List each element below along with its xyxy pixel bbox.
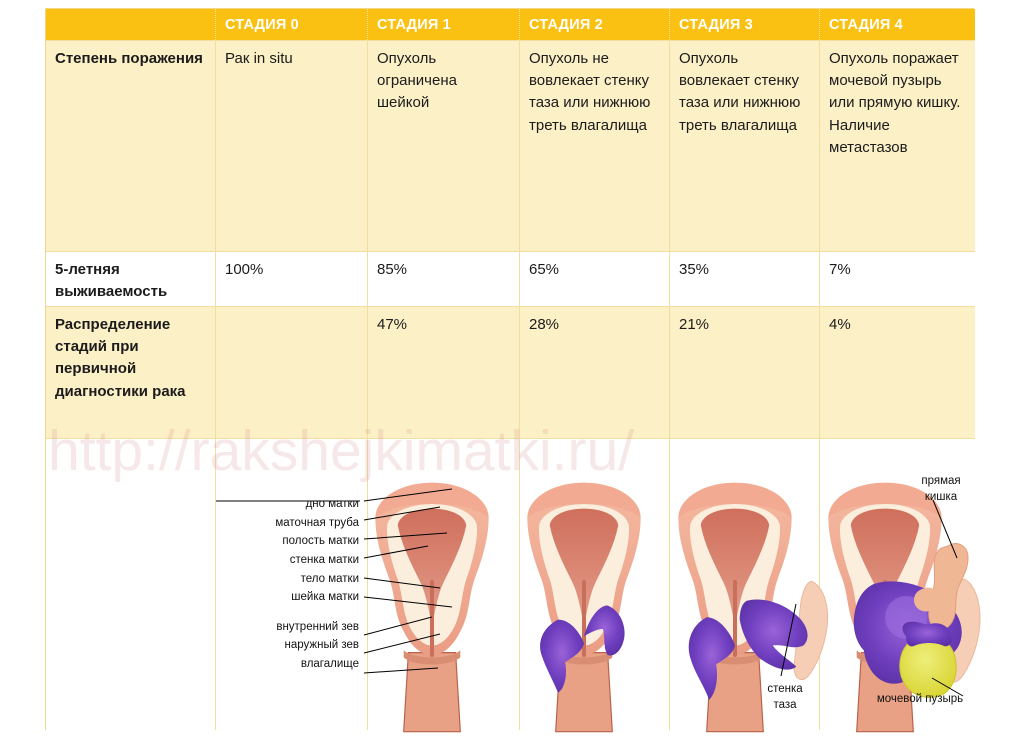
header-cell-blank — [46, 9, 216, 40]
table-row-stage-distribution: Распределение стадий при первичной диагн… — [46, 306, 975, 438]
label-fallopian-tube: маточная труба — [275, 516, 359, 529]
stages-table: СТАДИЯ 0 СТАДИЯ 1 СТАДИЯ 2 СТАДИЯ 3 СТАД… — [45, 8, 975, 730]
cell-distribution-stage-1: 47% — [368, 307, 520, 438]
label-cervix: шейка матки — [291, 591, 359, 604]
cell-extent-stage-1: Опухоль ограничена шейкой — [368, 41, 520, 251]
label-uterine-wall: стенка матки — [289, 553, 359, 566]
cell-extent-stage-0: Рак in situ — [216, 41, 368, 251]
row-label-survival: 5-летняя выживаемость — [46, 252, 216, 306]
cell-distribution-stage-2: 28% — [520, 307, 670, 438]
cell-distribution-stage-0 — [216, 307, 368, 438]
row-label-extent: Степень поражения — [46, 41, 216, 251]
header-cell-stage-1: СТАДИЯ 1 — [368, 9, 520, 40]
header-cell-stage-4: СТАДИЯ 4 — [829, 16, 903, 33]
illustration-cell-blank — [46, 439, 216, 730]
cell-survival-stage-1: 85% — [368, 252, 520, 306]
table-row-illustrations: дно матки маточная труба полость матки с… — [46, 438, 975, 730]
cell-survival-stage-3: 35% — [670, 252, 820, 306]
cell-survival-stage-2: 65% — [520, 252, 670, 306]
table-header-row: СТАДИЯ 0 СТАДИЯ 1 СТАДИЯ 2 СТАДИЯ 3 СТАД… — [46, 9, 975, 40]
row-label-distribution: Распределение стадий при первичной диагн… — [46, 307, 216, 438]
label-uterine-body: тело матки — [300, 572, 359, 585]
label-internal-os: внутренний зев — [276, 620, 359, 633]
cell-distribution-stage-4: 4% — [820, 307, 972, 438]
label-bladder: мочевой пузырь — [876, 693, 964, 705]
label-uterine-cavity: полость матки — [282, 535, 359, 548]
illustration-cell-stage-2 — [520, 439, 670, 730]
label-external-os: наружный зев — [284, 639, 359, 652]
table-row-five-year-survival: 5-летняя выживаемость 100% 85% 65% 35% 7… — [46, 251, 975, 306]
anatomy-label-list: дно матки маточная труба полость матки с… — [219, 495, 359, 674]
header-cell-stage-0: СТАДИЯ 0 — [216, 9, 368, 40]
label-rectum: прямая кишка — [921, 475, 961, 503]
cell-survival-stage-4: 7% — [820, 252, 972, 306]
illustration-cell-stage-0: дно матки маточная труба полость матки с… — [216, 439, 368, 730]
cell-distribution-stage-3: 21% — [670, 307, 820, 438]
cell-survival-stage-0: 100% — [216, 252, 368, 306]
header-cell-stage-3: СТАДИЯ 3 — [670, 9, 820, 40]
table-row-extent-of-lesion: Степень поражения Рак in situ Опухоль ог… — [46, 40, 975, 251]
label-pelvic-wall: стенка таза — [767, 683, 803, 711]
label-vagina: влагалище — [300, 658, 359, 670]
illustration-cell-stage-1 — [368, 439, 520, 730]
stage-0-diagram: дно матки маточная труба полость матки с… — [216, 439, 367, 730]
header-cell-stage-2: СТАДИЯ 2 — [520, 9, 670, 40]
label-fundus: дно матки — [305, 498, 359, 510]
cell-extent-stage-2: Опухоль не вовлекает стенку таза или ниж… — [520, 41, 670, 251]
cell-extent-stage-3: Опухоль вовлекает стенку таза или нижнюю… — [670, 41, 820, 251]
cell-extent-stage-4: Опухоль поражает мочевой пузырь или прям… — [820, 41, 972, 251]
leader-lines-stage-0 — [216, 500, 360, 502]
